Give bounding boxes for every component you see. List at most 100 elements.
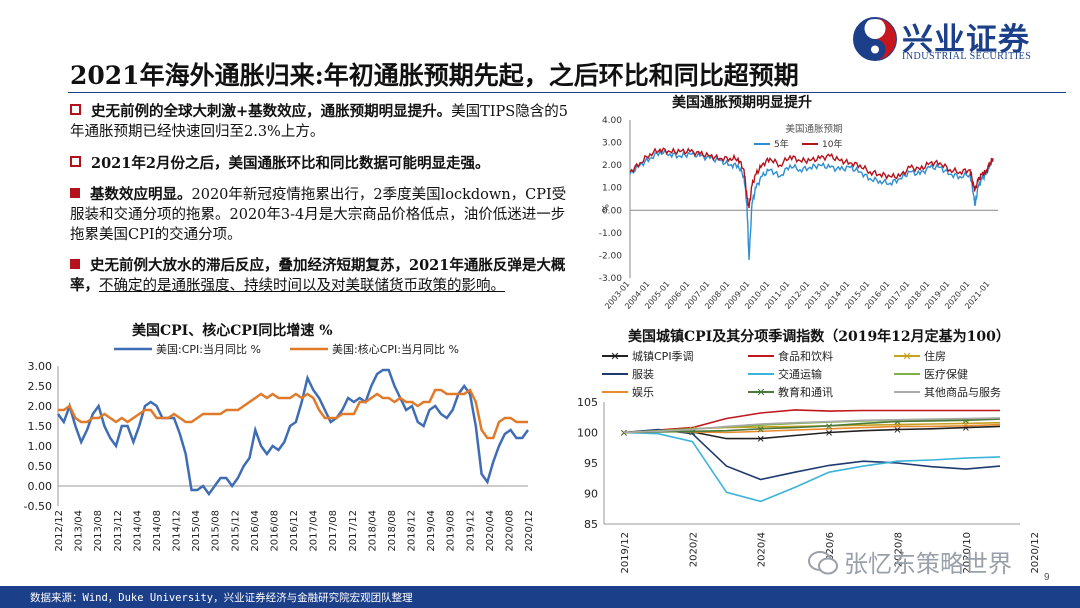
legend-label: 教育和通讯 <box>778 385 833 399</box>
legend-label: 交通运输 <box>778 367 822 381</box>
legend-marker: ✕ <box>902 350 911 363</box>
x-tick-label: 2016/08 <box>269 510 280 552</box>
y-tick-label: 0.50 <box>28 460 53 473</box>
x-tick-label: 2016/12 <box>289 510 300 552</box>
y-tick-label: -0.50 <box>24 500 52 513</box>
filled-square-icon <box>70 259 80 269</box>
legend-label: 食品和饮料 <box>778 349 833 363</box>
logo-emblem-icon <box>853 17 897 61</box>
y-tick-label: 85 <box>584 518 598 531</box>
page-title: 2021年海外通胀归来:年初通胀预期先起，之后环比和同比超预期 <box>70 61 799 90</box>
legend-label: 其他商品与服务 <box>924 385 1001 399</box>
bullet-4-underline: 不确定的是通胀强度、持续时间以及对美联储货币政策的影响。 <box>99 278 505 294</box>
x-tick-label: 2020/8 <box>893 532 904 567</box>
x-tick-label: 2014/04 <box>132 510 143 552</box>
bullet-4: 史无前例大放水的滞后反应，叠加经济短期复苏，2021年通胀反弹是大概率，不确定的… <box>70 256 578 296</box>
series-line-core-cpi <box>58 388 528 440</box>
bullet-3-text: 2020年新冠疫情拖累出行，2季度美国lockdown，CPI受服装和交通分项的… <box>70 187 567 243</box>
y-tick-label: 3.00 <box>602 139 622 149</box>
series-marker: ✕ <box>825 422 833 433</box>
cpi-chart: 美国:CPI:当月同比 % 美国:核心CPI:当月同比 % 3.00 2.50 2.00… <box>24 342 535 552</box>
x-tick-label: 2014/08 <box>152 510 163 552</box>
x-tick-label: 2018/12 <box>407 510 418 552</box>
y-axis-unit: % <box>599 204 609 213</box>
brand-name: 兴业证券 <box>902 22 1030 58</box>
x-tick-label: 2017/04 <box>309 510 320 552</box>
series-marker: ✕ <box>962 416 970 427</box>
bullet-1: 史无前例的全球大刺激+基数效应，通胀预期明显提升。美国TIPS隐含的5年通胀预期… <box>70 102 578 142</box>
bullet-4-bold: 史无前例大放水的滞后反应，叠加经济短期复苏，2021年通胀反弹是大概率， <box>70 257 566 294</box>
series-marker: ✕ <box>825 429 833 440</box>
y-tick-label: 105 <box>577 396 598 409</box>
series-marker: ✕ <box>825 422 833 433</box>
series-marker: ✕ <box>962 419 970 430</box>
legend-label: 5年 <box>774 138 789 150</box>
x-tick-label: 2020/12 <box>1030 532 1041 574</box>
bullet-3: 基数效应明显。2020年新冠疫情拖累出行，2季度美国lockdown，CPI受服… <box>70 185 578 245</box>
y-tick-label: -2.00 <box>599 251 623 261</box>
y-tick-label: 0.00 <box>28 480 53 493</box>
brand-logo <box>852 12 1067 68</box>
legend-label: 美国:CPI:当月同比 % <box>156 342 261 356</box>
x-tick-label: 2018/04 <box>367 510 378 552</box>
tips-chart: 4.003.002.001.000.00-1.00-2.00-3.002003-… <box>599 116 998 310</box>
x-tick-label: 2019/04 <box>426 510 437 552</box>
title-divider <box>68 92 1066 93</box>
series-marker: ✕ <box>962 424 970 435</box>
y-tick-label: -1.00 <box>599 229 623 239</box>
x-tick-label: 2013/12 <box>113 510 124 552</box>
series-marker: ✕ <box>620 429 628 440</box>
x-tick-label: 2020/6 <box>825 532 836 567</box>
cpi-chart-title: 美国CPI、核心CPI同比增速 % <box>132 323 333 339</box>
y-tick-label: 90 <box>584 488 598 501</box>
series-line-cpi <box>56 368 530 497</box>
series-marker: ✕ <box>893 418 901 429</box>
bullet-3-bold: 基数效应明显。 <box>90 186 192 203</box>
bullet-2-bold: 2021年2月份之后，美国通胀环比和同比数据可能明显走强。 <box>91 155 490 172</box>
hollow-square-icon <box>70 156 81 167</box>
y-tick-label: 1.00 <box>602 184 622 194</box>
legend-label: 10年 <box>822 138 842 150</box>
y-tick-label: 2.00 <box>28 400 53 413</box>
watermark-text: 张忆东策略世界 <box>844 550 1012 578</box>
x-tick-label: 2013/04 <box>74 510 85 552</box>
legend-label: 住房 <box>924 349 946 363</box>
series-marker: ✕ <box>688 425 696 436</box>
series-line <box>623 417 1001 434</box>
legend-marker: ✕ <box>610 350 619 363</box>
series-marker: ✕ <box>757 425 765 436</box>
bullet-1-bold: 史无前例的全球大刺激+基数效应，通胀预期明显提升。 <box>91 103 452 120</box>
x-tick-label: 2020/04 <box>485 510 496 552</box>
y-tick-label: 100 <box>577 427 598 440</box>
series-line-10y <box>629 147 994 209</box>
series-line-5y <box>629 148 994 260</box>
y-tick-label: 0.00 <box>602 206 622 216</box>
x-tick-label: 2012/12 <box>54 510 65 552</box>
hollow-square-icon <box>70 104 81 115</box>
x-tick-label: 2020/10 <box>962 532 973 574</box>
bullet-1-text: 美国TIPS隐含的5年通胀预期已经快速回归至2.3%上方。 <box>70 104 568 140</box>
components-chart-title: 美国城镇CPI及其分项季调指数（2019年12月定基为100） <box>628 329 1010 345</box>
x-tick-label: 2017/08 <box>328 510 339 552</box>
x-tick-label: 2014/12 <box>172 510 183 552</box>
tips-chart-title: 美国通胀预期明显提升 <box>672 95 812 111</box>
x-tick-label: 2015/04 <box>191 510 202 552</box>
x-tick-label: 2020/12 <box>524 510 535 552</box>
y-tick-label: 2.50 <box>28 380 53 393</box>
series-marker: ✕ <box>688 427 696 438</box>
x-tick-label: 2020/4 <box>757 532 768 567</box>
x-tick-label: 2020/08 <box>504 510 515 552</box>
series-marker: ✕ <box>620 429 628 440</box>
legend-label: 美国:核心CPI:当月同比 % <box>332 342 459 356</box>
wechat-icon <box>808 550 838 576</box>
x-tick-label: 2017/12 <box>348 510 359 552</box>
legend-label: 娱乐 <box>632 385 654 399</box>
y-tick-label: 95 <box>584 457 598 470</box>
x-tick-label: 2015/12 <box>230 510 241 552</box>
x-tick-label: 2019/08 <box>446 510 457 552</box>
series-marker: ✕ <box>757 435 765 446</box>
x-tick-label: 2015/08 <box>211 510 222 552</box>
y-tick-label: 1.50 <box>28 420 53 433</box>
series-line <box>623 431 1001 503</box>
